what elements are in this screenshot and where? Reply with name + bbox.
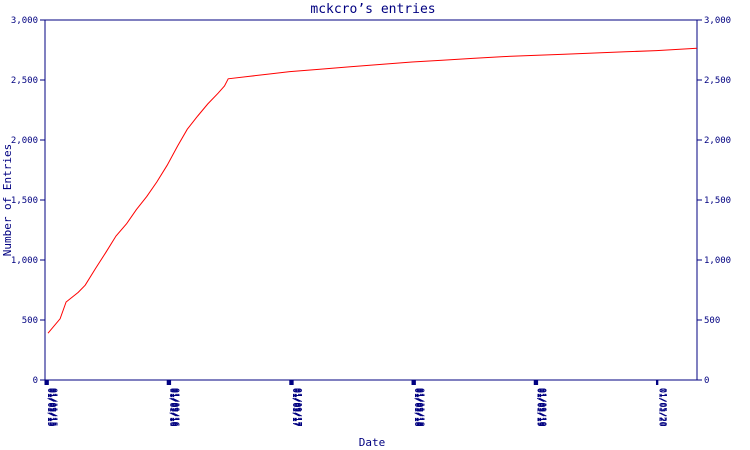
series-line bbox=[47, 47, 698, 334]
x-tick-label: 01/07/19 bbox=[537, 388, 546, 427]
x-tick-label: 01/01/18 bbox=[413, 388, 422, 427]
x-tick-label: 01/07/16 bbox=[170, 388, 179, 427]
x-tick-label: 01/03/17 bbox=[291, 388, 300, 427]
x-tick-label: 01/01/16 bbox=[168, 388, 177, 427]
x-tick-label: 01/03/19 bbox=[536, 388, 545, 427]
x-ticks: 01/01/1501/03/1501/05/1501/07/1501/09/15… bbox=[44, 380, 668, 427]
x-tick-label: 01/03/18 bbox=[414, 388, 423, 427]
y-tick-label-right: 500 bbox=[704, 316, 720, 326]
y-ticks: 0 0 500 500 1,000 1,000 1,500 1,500 2,000 2,000 2,… bbox=[11, 16, 731, 386]
x-tick-label: 01/05/18 bbox=[414, 388, 423, 427]
y-tick-label-left: 1,500 bbox=[11, 196, 38, 206]
y-tick-label-left: 3,000 bbox=[11, 16, 38, 26]
x-tick-label: 01/01/20 bbox=[657, 388, 666, 427]
x-axis-label: Date bbox=[359, 436, 386, 449]
y-tick-label-left: 500 bbox=[22, 316, 38, 326]
x-tick-label: 01/09/19 bbox=[538, 388, 547, 427]
y-tick-label-right: 1,500 bbox=[704, 196, 731, 206]
x-tick-label: 01/01/19 bbox=[535, 388, 544, 427]
x-tick-label: 01/11/17 bbox=[294, 388, 303, 427]
x-tick-label: 01/07/18 bbox=[415, 388, 424, 427]
x-tick-label: 01/11/15 bbox=[49, 388, 58, 427]
x-tick-label: 01/03/20 bbox=[658, 388, 667, 427]
x-tick-label: 01/05/17 bbox=[292, 388, 301, 427]
y-axis-label: Number of Entries bbox=[1, 144, 14, 257]
y-tick-label-right: 3,000 bbox=[704, 16, 731, 26]
y-tick-label-left: 1,000 bbox=[11, 256, 38, 266]
y-tick-label-left: 0 bbox=[33, 376, 38, 386]
x-tick-label: 01/01/17 bbox=[291, 388, 300, 427]
x-tick-label: 01/09/15 bbox=[49, 388, 58, 427]
x-tick-label: 01/05/19 bbox=[537, 388, 546, 427]
y-tick-label-left: 2,000 bbox=[11, 136, 38, 146]
x-tick-label: 01/03/15 bbox=[47, 388, 56, 427]
x-tick-label: 01/07/17 bbox=[293, 388, 302, 427]
x-tick-label: 01/09/17 bbox=[293, 388, 302, 427]
x-tick-label: 01/03/16 bbox=[169, 388, 178, 427]
x-tick-label: 01/05/20 bbox=[659, 388, 668, 427]
x-tick-label: 01/09/18 bbox=[416, 388, 425, 427]
x-tick-label: 01/11/18 bbox=[416, 388, 425, 427]
y-tick-label-left: 2,500 bbox=[11, 76, 38, 86]
x-tick-label: 01/01/15 bbox=[46, 388, 55, 427]
x-tick-label: 01/11/19 bbox=[539, 388, 548, 427]
x-tick-label: 01/11/16 bbox=[172, 388, 181, 427]
chart-title: mckcro’s entries bbox=[310, 2, 435, 17]
x-tick-label: 01/05/16 bbox=[170, 388, 179, 427]
x-tick-label: 01/05/15 bbox=[47, 388, 56, 427]
x-tick-label: 01/07/15 bbox=[48, 388, 57, 427]
y-tick-label-right: 1,000 bbox=[704, 256, 731, 266]
y-tick-label-right: 2,500 bbox=[704, 76, 731, 86]
y-tick-label-right: 2,000 bbox=[704, 136, 731, 146]
y-tick-label-right: 0 bbox=[704, 376, 709, 386]
x-tick-label: 01/09/16 bbox=[171, 388, 180, 427]
